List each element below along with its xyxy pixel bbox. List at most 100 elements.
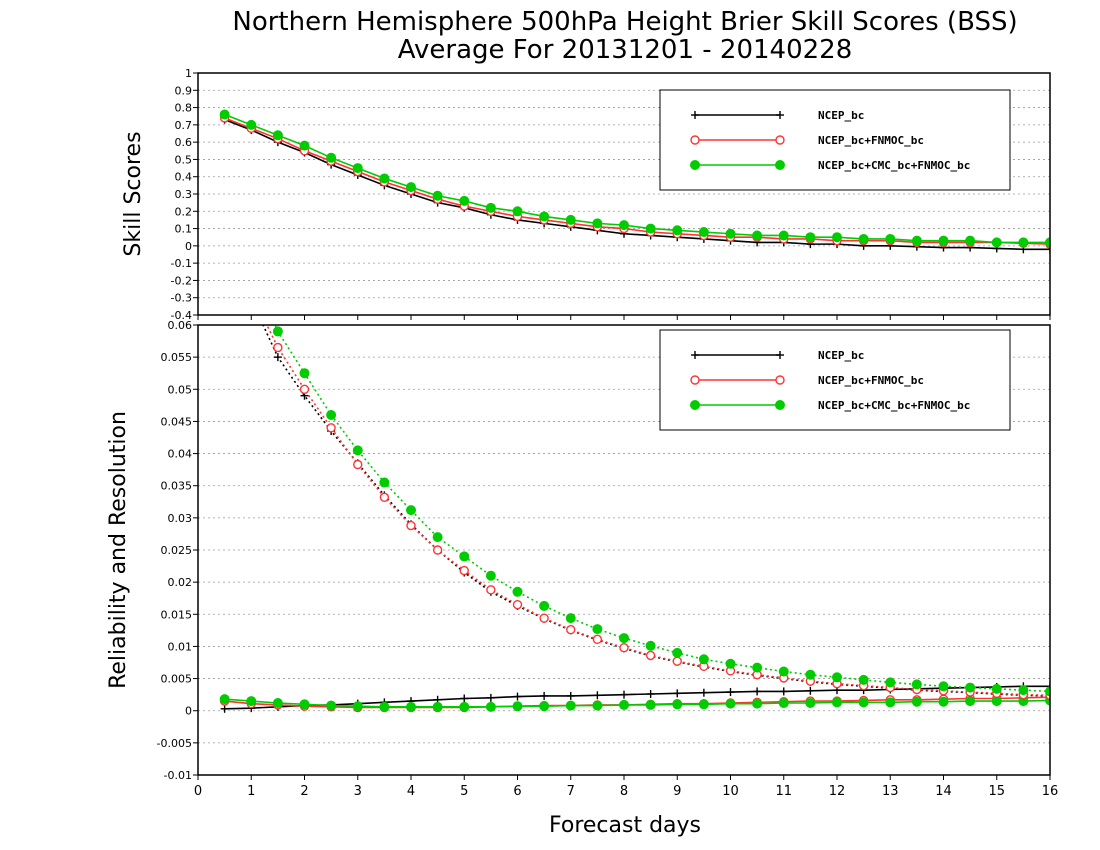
data-point <box>460 694 469 703</box>
data-point <box>326 423 336 433</box>
data-point <box>299 140 310 151</box>
data-point <box>273 353 282 362</box>
data-point <box>645 650 656 661</box>
data-point <box>858 233 869 244</box>
data-point <box>539 600 550 611</box>
y-tick-label: 0 <box>185 705 192 718</box>
x-tick-label: 16 <box>1042 784 1059 799</box>
y-tick-label: 0.01 <box>168 640 193 653</box>
plot-area <box>219 325 1050 713</box>
data-point <box>432 545 443 555</box>
x-tick-label: 14 <box>935 784 952 799</box>
y-tick-label: -0.4 <box>171 309 192 322</box>
data-point <box>753 687 762 696</box>
data-point <box>539 701 550 712</box>
chart-title-line2: Average For 20131201 - 20140228 <box>398 35 853 65</box>
data-point <box>672 699 683 710</box>
data-point <box>485 701 496 712</box>
data-point <box>698 699 709 710</box>
data-point <box>512 206 523 217</box>
data-point <box>220 704 229 713</box>
data-point <box>699 688 708 697</box>
data-point <box>619 643 629 653</box>
data-point <box>778 698 789 708</box>
data-point <box>565 214 576 225</box>
data-point <box>459 195 470 206</box>
data-point <box>299 384 310 394</box>
data-point <box>672 656 682 666</box>
data-point <box>646 690 655 698</box>
data-point <box>858 674 869 685</box>
data-point <box>566 691 575 700</box>
legend-label: NCEP_bc <box>818 109 864 122</box>
x-tick-label: 2 <box>300 784 308 799</box>
data-point <box>272 326 283 337</box>
data-point <box>673 689 682 698</box>
data-point <box>593 691 602 700</box>
data-point <box>592 634 603 645</box>
data-point <box>299 368 310 379</box>
data-point <box>246 119 257 130</box>
y-tick-label: 0.04 <box>168 448 193 461</box>
legend-marker <box>691 111 699 119</box>
x-tick-label: 4 <box>407 784 415 799</box>
data-point <box>1018 237 1029 248</box>
legend-label: NCEP_bc <box>818 349 864 362</box>
x-tick-label: 9 <box>673 784 681 799</box>
data-point <box>326 410 337 420</box>
data-point <box>938 235 949 246</box>
data-point <box>965 235 976 246</box>
data-point <box>1046 682 1050 691</box>
data-point <box>832 697 842 708</box>
data-point <box>911 235 922 246</box>
y-tick-label: 0.05 <box>168 383 193 396</box>
data-point <box>1046 245 1050 254</box>
data-point <box>299 699 310 710</box>
data-point <box>1018 685 1029 696</box>
legend: NCEP_bc NCEP_bc+FNMOC_bc NCEP_bc+CMC_bc+FN… <box>659 329 1011 431</box>
legend-marker <box>690 160 700 170</box>
data-point <box>991 683 1002 694</box>
data-point <box>406 520 416 531</box>
y-tick-label: 0.4 <box>175 171 193 184</box>
data-point <box>592 218 603 229</box>
y-tick-label: 0.1 <box>175 223 193 236</box>
data-point <box>432 190 443 201</box>
legend-marker <box>690 400 700 410</box>
data-point <box>672 647 683 658</box>
data-point <box>885 677 896 688</box>
data-point <box>752 230 763 241</box>
y-tick-label: 0.3 <box>175 188 193 201</box>
data-point <box>512 599 523 610</box>
plot-frame <box>197 72 1051 316</box>
y-tick-label: 0.8 <box>175 102 193 115</box>
x-tick-label: 6 <box>513 784 521 799</box>
data-point <box>965 682 976 693</box>
data-point <box>619 220 629 231</box>
data-point <box>406 701 416 712</box>
plot-frame <box>197 324 1051 776</box>
data-point <box>539 211 550 222</box>
data-point <box>353 459 363 470</box>
data-point <box>858 697 869 708</box>
legend-marker <box>775 160 785 170</box>
data-point <box>645 699 656 710</box>
data-point <box>539 613 549 623</box>
data-point <box>272 698 283 708</box>
x-tick-label: 11 <box>775 784 792 799</box>
data-point <box>406 182 416 193</box>
data-point <box>752 698 763 709</box>
data-point <box>805 669 816 680</box>
data-point <box>805 232 816 243</box>
reliability-resolution-panel: -0.01 -0.005 0 0.005 0.01 0.015 0.02 0.025 0.03 0… <box>106 319 1059 799</box>
y-tick-label: 0.06 <box>168 319 193 332</box>
legend-marker <box>691 351 699 359</box>
data-point <box>459 565 469 576</box>
y-tick-label: 0.02 <box>168 576 193 589</box>
y-tick-label: 0 <box>185 240 192 253</box>
data-point <box>326 152 337 163</box>
data-point <box>832 672 842 683</box>
x-tick-label: 13 <box>882 784 899 799</box>
y-tick-label: 0.015 <box>161 608 193 621</box>
